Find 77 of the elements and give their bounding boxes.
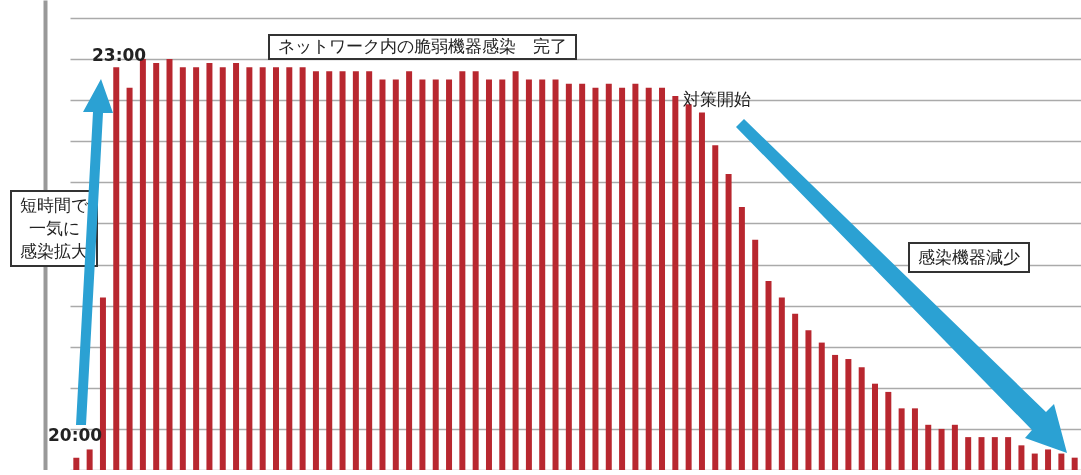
bar: [712, 145, 719, 470]
bar: [672, 95, 679, 470]
bar: [339, 71, 346, 470]
annotation: 感染機器減少: [908, 242, 1030, 273]
bar: [738, 206, 745, 470]
bar: [898, 408, 905, 470]
bar: [872, 383, 878, 470]
bar: [485, 79, 492, 470]
bar: [765, 280, 772, 470]
bar: [525, 79, 532, 470]
bar: [885, 391, 892, 470]
bar: [299, 67, 306, 470]
bar: [1031, 453, 1038, 470]
text: ネットワーク内の脆弱機器感染 完了: [268, 34, 577, 60]
bar: [379, 79, 386, 470]
bar: [645, 87, 652, 470]
bar: [1058, 453, 1065, 470]
bar: [126, 87, 133, 470]
bar: [1071, 457, 1078, 470]
bar: [312, 71, 319, 470]
bar: [366, 71, 373, 470]
bar: [179, 67, 186, 470]
bar: [392, 79, 399, 470]
bar: [925, 424, 932, 470]
bar: [259, 67, 266, 470]
bar: [153, 63, 160, 470]
bar: [326, 71, 333, 470]
bar: [698, 112, 705, 470]
bar: [659, 87, 666, 470]
bar: [539, 79, 546, 470]
annotation: 短時間で一気に感染拡大: [10, 190, 98, 267]
bar: [246, 67, 253, 470]
bar: [605, 83, 612, 470]
bar: [592, 87, 599, 470]
bar: [1018, 445, 1025, 470]
bar: [206, 63, 213, 470]
bar: [472, 71, 479, 470]
bar: [459, 71, 466, 470]
bar: [619, 87, 626, 470]
annotation: 対策開始: [683, 88, 751, 111]
bar: [86, 449, 93, 470]
bar: [113, 67, 120, 470]
bar: [273, 67, 279, 470]
bar: [792, 313, 799, 470]
bar: [446, 79, 453, 470]
bar: [858, 367, 865, 470]
bar: [938, 428, 945, 470]
bar: [286, 67, 293, 470]
bar: [352, 71, 359, 470]
bar: [139, 59, 146, 470]
bar: [565, 83, 572, 470]
bar: [632, 83, 639, 470]
bar: [499, 79, 506, 470]
bar: [805, 330, 812, 470]
bar: [1045, 449, 1052, 470]
bar: [991, 437, 998, 470]
bar: [219, 67, 226, 470]
bar: [419, 79, 426, 470]
bar: [233, 63, 240, 470]
annotation: 23:00: [92, 44, 147, 67]
bar: [965, 437, 972, 470]
bar: [845, 359, 852, 470]
bar: [725, 174, 732, 470]
bar: [579, 83, 586, 470]
bar: [512, 71, 519, 470]
bar: [406, 71, 413, 470]
bar: [911, 408, 918, 470]
bar: [1005, 437, 1012, 470]
bar: [778, 297, 785, 470]
bar: [432, 79, 439, 470]
bar: [951, 424, 958, 470]
bar: [552, 79, 559, 470]
bar: [73, 457, 80, 470]
bar: [818, 342, 825, 470]
bar: [193, 67, 200, 470]
bar: [752, 239, 759, 470]
bar: [832, 354, 839, 470]
